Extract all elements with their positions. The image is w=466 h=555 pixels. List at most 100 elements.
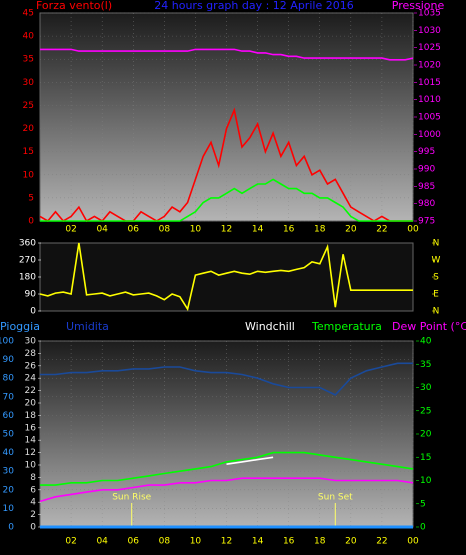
tick-label: W: [432, 256, 441, 266]
y-axis-label: Forza vento(l): [36, 0, 112, 12]
x-tick-label: 18: [314, 225, 326, 235]
x-tick-label: 08: [159, 225, 171, 235]
tick-label: 35: [23, 55, 34, 65]
tick-label: 45: [23, 9, 34, 19]
x-tick-label: 06: [128, 225, 140, 235]
tick-label: 40: [3, 448, 15, 458]
tick-label: 5: [28, 193, 34, 203]
annotation: Sun Rise: [112, 493, 151, 503]
tick-label: 70: [3, 392, 15, 402]
tick-label: 1030: [418, 26, 441, 36]
tick-label: 25: [420, 406, 431, 416]
tick-label: 10: [25, 461, 37, 471]
x-tick-label: 10: [190, 537, 202, 547]
annotation: Sun Set: [318, 493, 353, 503]
tick-label: 35: [420, 360, 431, 370]
tick-label: 8: [30, 473, 36, 483]
tick-label: 40: [420, 337, 432, 347]
tick-label: 5: [420, 499, 426, 509]
x-tick-label: 00: [407, 225, 419, 235]
tick-label: 180: [19, 273, 36, 283]
tick-label: 100: [0, 337, 14, 347]
x-tick-label: 22: [376, 225, 387, 235]
series-line: [40, 362, 413, 396]
tick-label: 15: [23, 147, 34, 157]
tick-label: 1020: [418, 61, 441, 71]
tick-label: 30: [25, 337, 37, 347]
x-tick-label: 02: [65, 537, 76, 547]
tick-label: 80: [3, 374, 15, 384]
tick-label: 0: [30, 523, 36, 533]
x-tick-label: 16: [283, 537, 295, 547]
tick-label: 15: [420, 453, 431, 463]
series-line: [40, 48, 414, 61]
x-tick-label: 20: [345, 225, 357, 235]
x-tick-label: 22: [376, 537, 387, 547]
x-tick-label: 12: [221, 537, 232, 547]
tick-label: 50: [3, 430, 15, 440]
tick-label: 985: [418, 182, 435, 192]
x-tick-label: 12: [221, 225, 232, 235]
x-tick-label: 18: [314, 537, 326, 547]
tick-label: 30: [23, 78, 35, 88]
tick-label: 40: [23, 32, 35, 42]
tick-label: 24: [25, 374, 37, 384]
plot-area: [39, 242, 414, 312]
tick-label: 0: [30, 307, 36, 317]
tick-label: 0: [8, 523, 14, 533]
tick-label: 60: [3, 411, 15, 421]
tick-label: 22: [25, 386, 36, 396]
tick-label: 10: [23, 170, 35, 180]
tick-label: 18: [25, 411, 37, 421]
tick-label: 1035: [418, 9, 441, 19]
tick-label: 990: [418, 165, 435, 175]
tick-label: 1025: [418, 43, 441, 53]
header: Temperatura: [311, 320, 382, 333]
tick-label: 270: [19, 256, 36, 266]
header: Umidita: [66, 320, 109, 333]
tick-label: 995: [418, 147, 435, 157]
tick-label: 20: [25, 399, 37, 409]
tick-label: S: [433, 273, 439, 283]
x-tick-label: 00: [407, 537, 419, 547]
tick-label: 90: [3, 355, 15, 365]
y2-axis-label: Pressione: [392, 0, 445, 12]
tick-label: 20: [3, 485, 15, 495]
tick-label: 0: [28, 217, 34, 227]
tick-label: 10: [3, 504, 15, 514]
tick-label: 975: [418, 217, 435, 227]
tick-label: 0: [420, 523, 426, 533]
tick-label: 1010: [418, 95, 441, 105]
tick-label: 1015: [418, 78, 441, 88]
tick-label: E: [433, 290, 439, 300]
tick-label: 10: [420, 476, 432, 486]
header: Windchill: [245, 320, 295, 333]
tick-label: 90: [25, 290, 37, 300]
x-tick-label: 10: [190, 225, 202, 235]
x-tick-label: 06: [128, 537, 140, 547]
tick-label: N: [433, 239, 440, 249]
x-tick-label: 16: [283, 225, 295, 235]
tick-label: 25: [23, 101, 34, 111]
tick-label: 6: [30, 485, 36, 495]
tick-label: 360: [19, 239, 36, 249]
tick-label: 980: [418, 199, 435, 209]
tick-label: 30: [420, 383, 432, 393]
tick-label: N: [433, 307, 440, 317]
x-tick-label: 14: [252, 537, 264, 547]
tick-label: 1000: [418, 130, 441, 140]
series-line: [226, 456, 274, 465]
tick-label: 14: [25, 436, 37, 446]
tick-label: 26: [25, 361, 37, 371]
chart-title: 24 hours graph day : 12 Aprile 2016: [154, 0, 353, 12]
x-tick-label: 02: [65, 225, 76, 235]
tick-label: 20: [420, 430, 432, 440]
header: Pioggia: [0, 320, 40, 333]
series-line: [39, 477, 414, 503]
tick-label: 30: [3, 467, 15, 477]
x-tick-label: 20: [345, 537, 357, 547]
x-tick-label: 04: [96, 225, 108, 235]
tick-label: 16: [25, 423, 37, 433]
tick-label: 2: [30, 510, 36, 520]
